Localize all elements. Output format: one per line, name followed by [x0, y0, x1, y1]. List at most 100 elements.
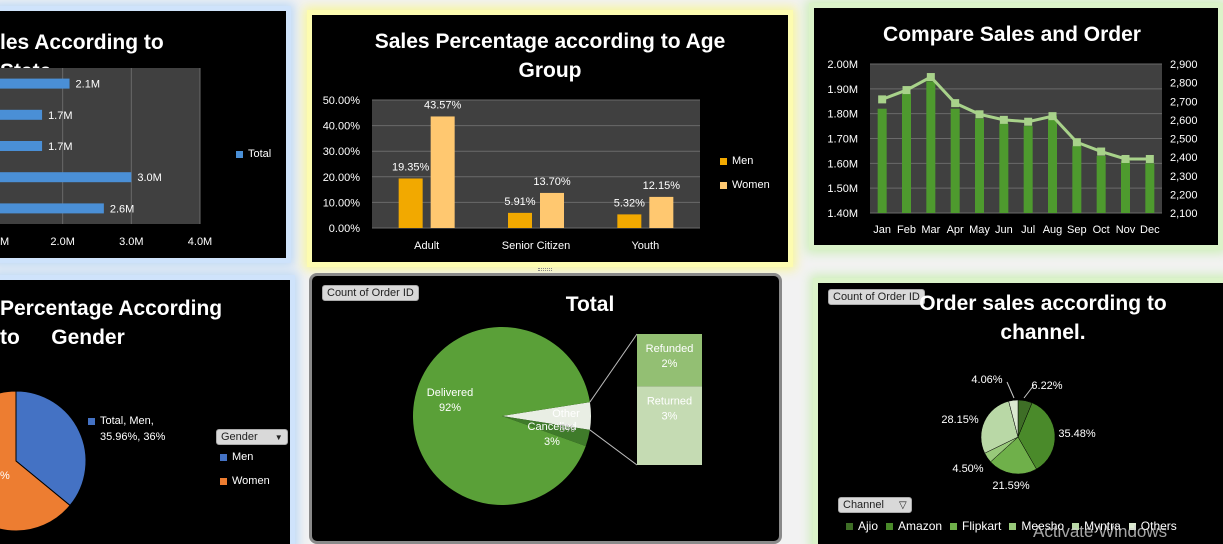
gender-panel[interactable]: Percentage According to Gender Total, Me… [0, 280, 290, 544]
gender-annotation-swatch [88, 417, 95, 425]
total-label-other-name: Other [552, 408, 580, 420]
age-y-tick: 30.00% [323, 146, 361, 158]
age-y-tick: 20.00% [323, 172, 361, 184]
age-y-tick: 40.00% [323, 121, 361, 133]
total-connector-top [589, 333, 638, 403]
compare-panel[interactable]: Compare Sales and Order 1.40M 1.50M 1.60M 1… [814, 8, 1218, 245]
total-slice-cancelled [502, 416, 590, 447]
channel-legend-swatch [1072, 523, 1080, 531]
compare-line-marker [1145, 154, 1154, 163]
age-data-label: 13.70% [533, 176, 571, 188]
channel-title-line1: Order sales according to [919, 292, 1167, 315]
compare-x-tick: Jun [995, 224, 1013, 236]
gender-annotation-line1: Total, Men, [88, 415, 154, 427]
gender-annotation-line2: 35.96%, 36% [100, 431, 166, 443]
age-data-label: 5.91% [504, 196, 535, 208]
channel-panel[interactable]: Count of Order ID Order sales according … [818, 283, 1223, 544]
state-x-tick: 3.0M [119, 236, 143, 248]
state-x-tick: 4.0M [188, 236, 212, 248]
channel-data-label: 4.06% [971, 374, 1002, 386]
age-legend-men: Men [720, 155, 753, 167]
gender-legend-swatch-men [220, 453, 227, 461]
channel-title-line2: channel. [1000, 321, 1086, 344]
age-data-label: 19.35% [392, 161, 430, 173]
gender-legend-women: Women [220, 475, 270, 487]
state-bar [0, 172, 132, 183]
compare-x-tick: Jul [1021, 224, 1035, 236]
compare-x-tick: Aug [1043, 224, 1063, 236]
gender-partial-label: % [0, 470, 10, 482]
channel-slice [1008, 399, 1019, 438]
state-data-label: 3.0M [137, 172, 161, 184]
gender-filter-button[interactable]: Gender ▼ [216, 429, 288, 445]
age-x-tick: Adult [414, 240, 439, 252]
gender-slice [15, 390, 87, 507]
age-y-tick: 10.00% [323, 197, 361, 209]
gender-title-line1: Percentage According to [0, 297, 223, 349]
channel-legend-item: Meesho [1009, 519, 1064, 533]
compare-bar [1072, 145, 1082, 213]
compare-bar [1023, 126, 1033, 213]
compare-right-tick: 2,400 [1170, 152, 1198, 164]
compare-left-tick: 1.80M [827, 109, 858, 121]
channel-filter-button[interactable]: Channel ▽ [838, 497, 912, 513]
age-x-tick: Youth [631, 240, 659, 252]
channel-legend-swatch [886, 523, 894, 531]
channel-legend-label: Amazon [898, 519, 943, 533]
channel-legend-item: Ajio [846, 519, 878, 533]
total-breakout-segment [637, 386, 702, 465]
channel-field-button[interactable]: Count of Order ID [828, 289, 925, 305]
compare-right-tick: 2,300 [1170, 171, 1198, 183]
age-y-tick: 50.00% [323, 95, 361, 107]
compare-bar [926, 81, 936, 213]
channel-data-label: 4.50% [952, 463, 983, 475]
gender-slice [0, 390, 71, 532]
compare-bar [1145, 163, 1155, 213]
age-bar [649, 196, 674, 228]
total-label-delivered-name: Delivered [427, 387, 473, 399]
compare-right-tick: 2,100 [1170, 208, 1198, 220]
channel-legend: Ajio Amazon Flipkart Meesho Myntra Others [846, 519, 1223, 533]
age-legend-women: Women [720, 179, 770, 191]
compare-right-tick: 2,600 [1170, 115, 1198, 127]
compare-x-tick: Nov [1116, 224, 1136, 236]
state-sales-panel[interactable]: les According to State 2.1M1.7M1.7M3.0M2… [0, 11, 286, 258]
age-x-tick: Senior Citizen [502, 240, 570, 252]
compare-line-marker [902, 86, 911, 95]
total-breakout-value: 2% [662, 358, 678, 370]
compare-chart-title: Compare Sales and Order [883, 23, 1141, 46]
resize-handle-top[interactable] [538, 268, 552, 271]
age-plot-area [372, 100, 700, 228]
total-status-panel[interactable]: Count of Order ID Total Delivered 92% Canc… [309, 273, 782, 544]
compare-bar [1096, 155, 1106, 213]
age-group-panel[interactable]: Sales Percentage according to Age Group … [312, 15, 788, 262]
compare-bar [902, 93, 911, 213]
compare-left-tick: 1.40M [827, 208, 858, 220]
channel-legend-swatch [846, 523, 853, 531]
state-data-label: 2.6M [110, 203, 134, 215]
compare-bar [975, 118, 984, 213]
age-bar [540, 192, 564, 228]
total-breakout-name: Returned [647, 395, 692, 407]
compare-bar [1121, 160, 1130, 213]
compare-left-tick: 1.70M [827, 134, 858, 146]
state-bar [0, 203, 104, 214]
channel-legend-swatch [950, 523, 958, 531]
gender-legend-men: Men [220, 451, 253, 463]
age-legend-swatch-women [720, 181, 727, 189]
compare-left-tick: 1.50M [827, 183, 858, 195]
age-bar [430, 116, 455, 228]
compare-line-marker [1097, 147, 1106, 156]
gender-annotation-text1: Total, Men, [100, 415, 154, 427]
activation-watermark: Activate Windows [1033, 522, 1168, 541]
compare-line-marker [1121, 154, 1130, 163]
age-chart-title: Sales Percentage according to Age Group [374, 30, 726, 82]
channel-pie-chart: 6.22% 35.48% 21.59% 4.50% 28.15% 4.06% [941, 374, 1096, 492]
compare-x-tick: Apr [947, 224, 964, 236]
state-bar [0, 109, 43, 120]
gender-legend-men-label: Men [232, 451, 254, 463]
channel-data-label: 35.48% [1058, 428, 1096, 440]
compare-line-marker [1024, 117, 1033, 126]
compare-x-tick: Feb [897, 224, 916, 236]
total-field-button[interactable]: Count of Order ID [322, 285, 419, 301]
